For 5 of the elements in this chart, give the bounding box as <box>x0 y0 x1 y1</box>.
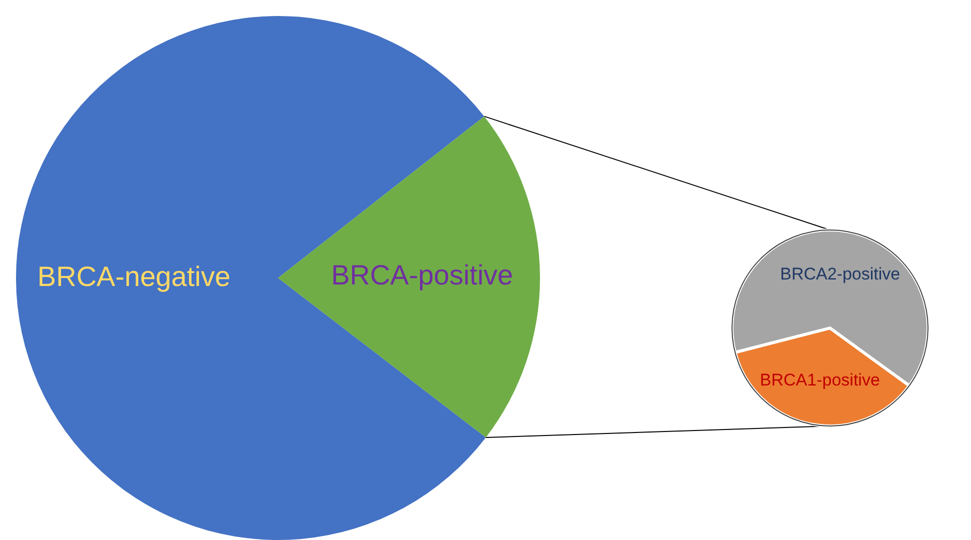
pie-slice <box>278 116 540 438</box>
slice-label: BRCA2-positive <box>780 264 900 284</box>
slice-label: BRCA-negative <box>37 261 230 292</box>
slice-label: BRCA-positive <box>331 260 514 291</box>
slice-label: BRCA1-positive <box>760 370 880 390</box>
